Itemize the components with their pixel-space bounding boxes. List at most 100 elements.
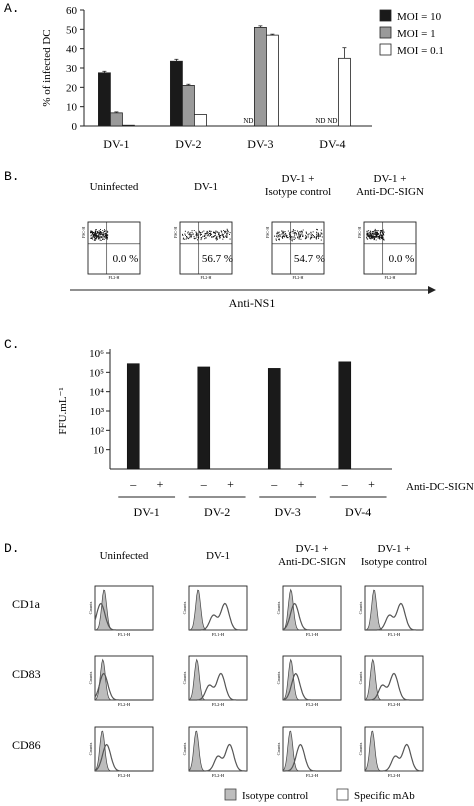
d-y-axis-label: Counts bbox=[358, 671, 363, 684]
a-bar bbox=[193, 114, 207, 127]
b-plot-frame bbox=[271, 221, 325, 275]
a-legend-label: MOI = 1 bbox=[397, 28, 436, 40]
d-x-axis-label: FL2-H bbox=[212, 773, 225, 778]
a-bar bbox=[122, 124, 135, 127]
c-y-tick-label: 10⁶ bbox=[89, 348, 104, 360]
a-y-tick-label: 0 bbox=[72, 121, 78, 133]
a-category-label: DV-3 bbox=[247, 137, 273, 151]
a-legend-swatch bbox=[379, 43, 392, 56]
d-x-axis-label: FL2-H bbox=[118, 702, 131, 707]
d-column-header: Isotype control bbox=[361, 556, 427, 568]
c-bar bbox=[126, 363, 140, 470]
c-y-axis-label: FFU.mL⁻¹ bbox=[57, 387, 69, 434]
d-specific-histogram bbox=[282, 672, 341, 701]
a-y-tick-label: 10 bbox=[66, 102, 78, 114]
a-category-label: DV-4 bbox=[319, 137, 345, 151]
c-y-tick-label: 10³ bbox=[90, 406, 105, 418]
b-dot-cloud bbox=[182, 228, 231, 241]
d-x-axis-label: FL2-H bbox=[118, 773, 131, 778]
a-y-tick-label: 30 bbox=[66, 63, 78, 75]
d-column-header: DV-1 + bbox=[296, 543, 329, 555]
a-bar bbox=[110, 112, 123, 127]
c-condition-sign: + bbox=[157, 477, 164, 491]
c-y-tick-label: 10⁴ bbox=[89, 387, 104, 399]
d-specific-histogram bbox=[365, 672, 423, 701]
c-bar bbox=[338, 361, 352, 470]
a-y-tick-label: 60 bbox=[66, 5, 78, 17]
a-y-tick-label: 40 bbox=[66, 44, 78, 56]
b-dot-cloud bbox=[90, 228, 109, 242]
c-group-label: DV-3 bbox=[275, 505, 301, 519]
a-y-tick-label: 50 bbox=[66, 24, 78, 36]
a-nd-label: ND bbox=[243, 117, 253, 125]
d-specific-histogram bbox=[365, 602, 423, 631]
b-dot-cloud bbox=[366, 228, 385, 241]
b-x-axis-label: FL2-H bbox=[385, 275, 396, 280]
c-condition-sign: + bbox=[298, 477, 305, 491]
a-y-axis-label: % of infected DC bbox=[41, 29, 53, 106]
b-percent-value: 54.7 % bbox=[294, 253, 325, 265]
b-column-header: DV-1 + bbox=[374, 173, 407, 185]
a-bar bbox=[181, 85, 195, 127]
c-condition-sign: + bbox=[227, 477, 234, 491]
a-bar bbox=[98, 72, 111, 127]
c-bar bbox=[197, 366, 211, 470]
b-column-header: Isotype control bbox=[265, 186, 331, 198]
panel-label-d: D. bbox=[4, 541, 20, 556]
c-group-label: DV-4 bbox=[345, 505, 371, 519]
d-specific-histogram bbox=[94, 743, 153, 772]
a-legend-label: MOI = 0.1 bbox=[397, 45, 444, 57]
d-legend-isotype-swatch bbox=[224, 788, 237, 801]
panel-label-b: B. bbox=[4, 169, 20, 184]
a-y-tick-label: 20 bbox=[66, 82, 78, 94]
d-specific-histogram bbox=[189, 602, 247, 631]
a-legend-swatch bbox=[379, 9, 392, 22]
d-specific-histogram bbox=[189, 672, 247, 701]
b-dot-cloud bbox=[274, 228, 323, 242]
d-column-header: DV-1 + bbox=[378, 543, 411, 555]
d-row-label: CD86 bbox=[12, 738, 41, 752]
d-y-axis-label: Counts bbox=[182, 671, 187, 684]
a-category-label: DV-2 bbox=[175, 137, 201, 151]
a-bar bbox=[253, 26, 267, 127]
b-y-axis-label: FSC-H bbox=[265, 227, 270, 238]
c-group-label: DV-1 bbox=[134, 505, 160, 519]
b-plot-frame bbox=[363, 221, 417, 275]
d-isotype-histogram bbox=[364, 730, 423, 772]
d-legend-isotype-label: Isotype control bbox=[242, 790, 308, 802]
c-condition-sign: – bbox=[341, 477, 349, 491]
d-specific-histogram bbox=[189, 743, 247, 772]
b-column-header: Uninfected bbox=[90, 181, 139, 193]
b-y-axis-label: FSC-H bbox=[173, 227, 178, 238]
d-column-header: DV-1 bbox=[206, 550, 230, 562]
d-specific-histogram bbox=[282, 602, 341, 631]
b-y-axis-label: FSC-H bbox=[81, 227, 86, 238]
c-condition-sign: – bbox=[200, 477, 208, 491]
b-arrow-label: Anti-NS1 bbox=[229, 296, 276, 310]
b-plot-frame bbox=[87, 221, 141, 275]
panel-label-c: C. bbox=[4, 337, 20, 352]
d-x-axis-label: FL2-H bbox=[306, 773, 319, 778]
d-x-axis-label: FL2-H bbox=[212, 702, 225, 707]
c-group-label: DV-2 bbox=[204, 505, 230, 519]
b-column-header: Anti-DC-SIGN bbox=[356, 186, 424, 198]
a-bar bbox=[265, 34, 279, 127]
b-percent-value: 0.0 % bbox=[389, 253, 415, 265]
d-y-axis-label: Counts bbox=[88, 601, 93, 614]
a-legend-swatch bbox=[379, 26, 392, 39]
d-y-axis-label: Counts bbox=[276, 671, 281, 684]
b-column-header: DV-1 bbox=[194, 181, 218, 193]
panel-label-a: A. bbox=[4, 1, 20, 16]
c-condition-sign: + bbox=[368, 477, 375, 491]
chart-a: 0 10 20 30 40 50 60 % of infected DC DV-1 DV-2 DV-… bbox=[41, 5, 444, 151]
d-y-axis-label: Counts bbox=[182, 601, 187, 614]
d-isotype-histogram bbox=[188, 730, 247, 772]
d-x-axis-label: FL2-H bbox=[306, 702, 319, 707]
d-specific-histogram bbox=[94, 602, 153, 631]
d-y-axis-label: Counts bbox=[358, 742, 363, 755]
panel-b-dot-plots: Uninfected 0.0 % FL2-H FSC-H DV-1 56.7 % FL2-H… bbox=[70, 173, 436, 310]
a-bar bbox=[169, 60, 183, 127]
c-bar bbox=[267, 368, 281, 470]
c-condition-sign: – bbox=[270, 477, 278, 491]
